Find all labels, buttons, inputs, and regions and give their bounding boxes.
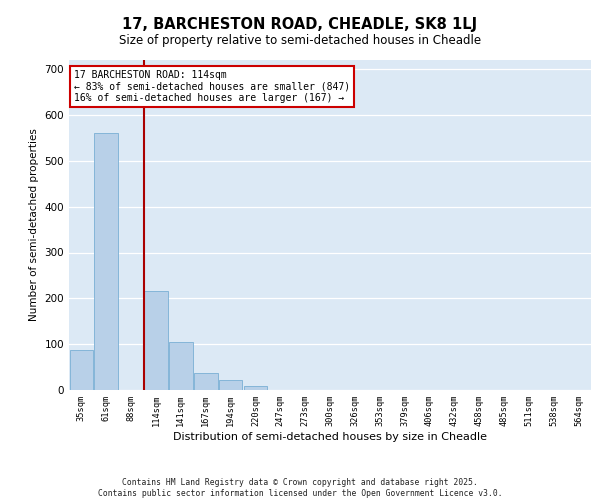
Bar: [244, 386, 267, 390]
Bar: [70, 350, 93, 390]
Text: Size of property relative to semi-detached houses in Cheadle: Size of property relative to semi-detach…: [119, 34, 481, 47]
X-axis label: Distribution of semi-detached houses by size in Cheadle: Distribution of semi-detached houses by …: [173, 432, 487, 442]
Bar: [144, 292, 168, 390]
Text: Contains HM Land Registry data © Crown copyright and database right 2025.
Contai: Contains HM Land Registry data © Crown c…: [98, 478, 502, 498]
Text: 17 BARCHESTON ROAD: 114sqm
← 83% of semi-detached houses are smaller (847)
16% o: 17 BARCHESTON ROAD: 114sqm ← 83% of semi…: [74, 70, 350, 103]
Bar: [219, 380, 242, 390]
Text: 17, BARCHESTON ROAD, CHEADLE, SK8 1LJ: 17, BARCHESTON ROAD, CHEADLE, SK8 1LJ: [122, 18, 478, 32]
Bar: [194, 372, 218, 390]
Bar: [169, 342, 193, 390]
Y-axis label: Number of semi-detached properties: Number of semi-detached properties: [29, 128, 39, 322]
Bar: [94, 134, 118, 390]
